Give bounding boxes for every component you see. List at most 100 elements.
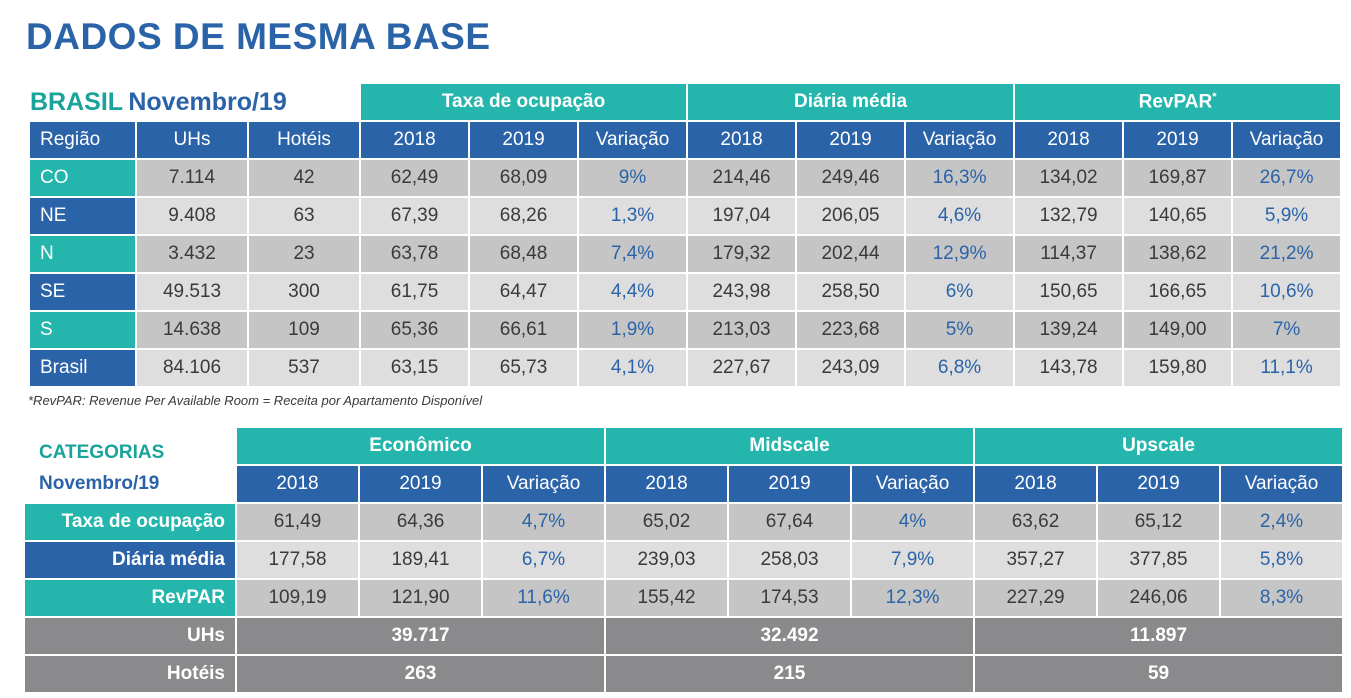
footnote: *RevPAR: Revenue Per Available Room = Re… [28, 393, 483, 408]
table-cell: 84.106 [137, 350, 247, 386]
region-label: CO [30, 160, 135, 196]
brasil-table: BRASIL Novembro/19 Taxa de ocupação Diár… [28, 82, 1342, 388]
variation-cell: 11,1% [1233, 350, 1341, 386]
table-cell: 159,80 [1124, 350, 1232, 386]
table-cell: 189,41 [360, 542, 481, 578]
table-cell: 61,49 [237, 504, 358, 540]
col-header: Variação [579, 122, 687, 158]
table-cell: 214,46 [688, 160, 796, 196]
table-cell: 243,98 [688, 274, 796, 310]
table-cell: 227,29 [975, 580, 1097, 616]
total-cell: 263 [237, 656, 605, 692]
table-row: CO 7.114 42 62,49 68,09 9% 214,46 249,46 16,3% 13… [30, 160, 1341, 196]
variation-cell: 5% [906, 312, 1014, 348]
table-cell: 246,06 [1098, 580, 1220, 616]
region-label: N [30, 236, 135, 272]
variation-cell: 4,7% [483, 504, 605, 540]
table-cell: 114,37 [1015, 236, 1123, 272]
table-cell: 258,03 [729, 542, 851, 578]
table-cell: 68,48 [470, 236, 578, 272]
revpar-footnote-mark: * [1212, 90, 1217, 103]
table-cell: 243,09 [797, 350, 905, 386]
variation-cell: 8,3% [1221, 580, 1343, 616]
col-header: 2018 [1015, 122, 1123, 158]
table-cell: 166,65 [1124, 274, 1232, 310]
table-cell: 14.638 [137, 312, 247, 348]
col-header: 2018 [361, 122, 469, 158]
table-cell: 132,79 [1015, 198, 1123, 234]
variation-cell: 4,4% [579, 274, 687, 310]
col-header: 2018 [688, 122, 796, 158]
table-row: RevPAR 109,19 121,90 11,6% 155,42 174,53 12,3%… [25, 580, 1343, 616]
brasil-label: BRASIL [30, 87, 124, 116]
region-label: NE [30, 198, 135, 234]
group-header-ocupacao: Taxa de ocupação [361, 84, 687, 120]
col-header: 2019 [1098, 466, 1220, 502]
variation-cell: 6,7% [483, 542, 605, 578]
table-cell: 62,49 [361, 160, 469, 196]
table-cell: 258,50 [797, 274, 905, 310]
col-header: Variação [1221, 466, 1343, 502]
variation-cell: 6% [906, 274, 1014, 310]
col-header: 2019 [729, 466, 851, 502]
col-header: 2019 [797, 122, 905, 158]
metric-label: RevPAR [25, 580, 235, 616]
table-cell: 65,12 [1098, 504, 1220, 540]
col-header: Variação [906, 122, 1014, 158]
total-row: UHs 39.717 32.492 11.897 [25, 618, 1343, 654]
col-header: Variação [483, 466, 605, 502]
table-cell: 143,78 [1015, 350, 1123, 386]
col-header: 2018 [237, 466, 358, 502]
table-cell: 3.432 [137, 236, 247, 272]
variation-cell: 7,9% [852, 542, 974, 578]
table-cell: 121,90 [360, 580, 481, 616]
total-cell: 11.897 [975, 618, 1343, 654]
table-cell: 23 [249, 236, 360, 272]
table-row: N 3.432 23 63,78 68,48 7,4% 179,32 202,44 12,9% 1… [30, 236, 1341, 272]
variation-cell: 12,9% [906, 236, 1014, 272]
col-header: 2019 [470, 122, 578, 158]
table-row: Brasil 84.106 537 63,15 65,73 4,1% 227,67 243,0… [30, 350, 1341, 386]
variation-cell: 4% [852, 504, 974, 540]
variation-cell: 1,3% [579, 198, 687, 234]
col-header: 2018 [606, 466, 728, 502]
table-cell: 7.114 [137, 160, 247, 196]
total-cell: 59 [975, 656, 1343, 692]
col-header: Hotéis [249, 122, 360, 158]
col-header: Variação [852, 466, 974, 502]
table-cell: 140,65 [1124, 198, 1232, 234]
table-cell: 67,39 [361, 198, 469, 234]
table-cell: 64,47 [470, 274, 578, 310]
table-cell: 239,03 [606, 542, 728, 578]
table-cell: 377,85 [1098, 542, 1220, 578]
table-cell: 537 [249, 350, 360, 386]
table-cell: 67,64 [729, 504, 851, 540]
table-cell: 109 [249, 312, 360, 348]
brasil-heading: BRASIL Novembro/19 [30, 84, 359, 120]
variation-cell: 16,3% [906, 160, 1014, 196]
variation-cell: 4,6% [906, 198, 1014, 234]
col-header: 2019 [1124, 122, 1232, 158]
group-header-economico: Econômico [237, 428, 605, 464]
region-label: Brasil [30, 350, 135, 386]
table-row: SE 49.513 300 61,75 64,47 4,4% 243,98 258,50 6% 1… [30, 274, 1341, 310]
table-row: Taxa de ocupação 61,49 64,36 4,7% 65,02 67,64… [25, 504, 1343, 540]
variation-cell: 26,7% [1233, 160, 1341, 196]
table-cell: 63 [249, 198, 360, 234]
table-cell: 155,42 [606, 580, 728, 616]
table-cell: 150,65 [1015, 274, 1123, 310]
table-cell: 109,19 [237, 580, 358, 616]
table-cell: 149,00 [1124, 312, 1232, 348]
page-title: DADOS DE MESMA BASE [26, 16, 491, 57]
col-header: UHs [137, 122, 247, 158]
col-header: 2019 [360, 466, 481, 502]
table-row: Diária média 177,58 189,41 6,7% 239,03 258,03… [25, 542, 1343, 578]
variation-cell: 7% [1233, 312, 1341, 348]
categorias-period: Novembro/19 [39, 473, 160, 494]
group-header-diaria: Diária média [688, 84, 1014, 120]
table-cell: 213,03 [688, 312, 796, 348]
col-header: Variação [1233, 122, 1341, 158]
table-cell: 9.408 [137, 198, 247, 234]
region-label: S [30, 312, 135, 348]
table-cell: 68,26 [470, 198, 578, 234]
